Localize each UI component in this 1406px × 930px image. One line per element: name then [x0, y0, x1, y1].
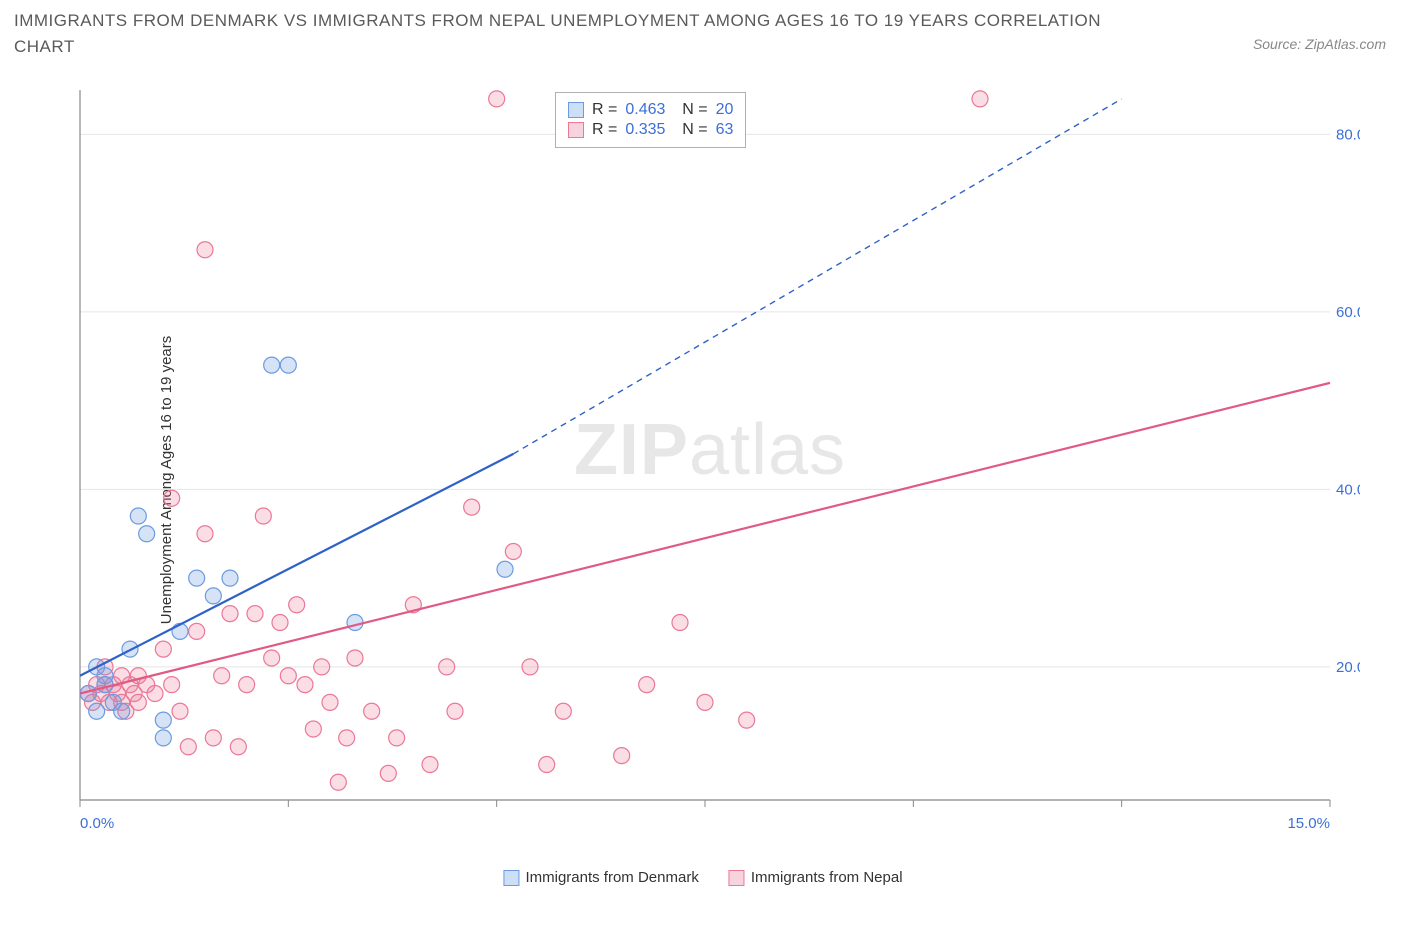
scatter-point [347, 650, 363, 666]
scatter-point [197, 526, 213, 542]
scatter-point [330, 774, 346, 790]
trend-line-denmark-dashed [513, 99, 1121, 454]
scatter-point [555, 703, 571, 719]
scatter-point [497, 561, 513, 577]
scatter-point [489, 91, 505, 107]
scatter-point [505, 544, 521, 560]
scatter-point [139, 526, 155, 542]
scatter-point [222, 606, 238, 622]
scatter-point [322, 694, 338, 710]
scatter-point [522, 659, 538, 675]
legend-n-value: 63 [716, 121, 734, 139]
scatter-point [247, 606, 263, 622]
scatter-point [614, 748, 630, 764]
legend-n-label: N = [673, 121, 707, 139]
scatter-point [130, 694, 146, 710]
scatter-point [114, 703, 130, 719]
scatter-point [739, 712, 755, 728]
scatter-point [280, 357, 296, 373]
scatter-point [130, 508, 146, 524]
scatter-point [164, 490, 180, 506]
scatter-point [264, 650, 280, 666]
scatter-point [264, 357, 280, 373]
scatter-point [697, 694, 713, 710]
scatter-point [197, 242, 213, 258]
trend-line-nepal [80, 383, 1330, 694]
legend-n-value: 20 [716, 101, 734, 119]
legend-n-label: N = [673, 101, 707, 119]
legend-r-value: 0.463 [625, 101, 665, 119]
scatter-point [364, 703, 380, 719]
scatter-point [305, 721, 321, 737]
legend-r-value: 0.335 [625, 121, 665, 139]
scatter-point [172, 703, 188, 719]
scatter-point [255, 508, 271, 524]
scatter-point [539, 757, 555, 773]
scatter-point [380, 765, 396, 781]
legend-swatch [568, 122, 584, 138]
scatter-point [205, 730, 221, 746]
legend-swatch [568, 102, 584, 118]
svg-text:0.0%: 0.0% [80, 815, 114, 832]
svg-text:20.0%: 20.0% [1336, 659, 1360, 676]
scatter-point [447, 703, 463, 719]
legend-row: R = 0.335 N = 63 [568, 121, 733, 139]
legend-swatch [729, 870, 745, 886]
svg-text:40.0%: 40.0% [1336, 481, 1360, 498]
scatter-point [189, 570, 205, 586]
scatter-point [239, 677, 255, 693]
legend-swatch [503, 870, 519, 886]
scatter-point [439, 659, 455, 675]
svg-text:80.0%: 80.0% [1336, 126, 1360, 143]
scatter-point [314, 659, 330, 675]
scatter-point [389, 730, 405, 746]
scatter-point [639, 677, 655, 693]
scatter-point [89, 703, 105, 719]
scatter-point [347, 615, 363, 631]
scatter-point [672, 615, 688, 631]
chart-title: IMMIGRANTS FROM DENMARK VS IMMIGRANTS FR… [14, 8, 1114, 59]
scatter-point [289, 597, 305, 613]
legend-row: R = 0.463 N = 20 [568, 101, 733, 119]
scatter-point [189, 623, 205, 639]
legend-r-label: R = [592, 101, 617, 119]
scatter-point [214, 668, 230, 684]
svg-text:15.0%: 15.0% [1287, 815, 1330, 832]
scatter-point [280, 668, 296, 684]
scatter-point [230, 739, 246, 755]
correlation-legend: R = 0.463 N = 20R = 0.335 N = 63 [555, 92, 746, 148]
source-attribution: Source: ZipAtlas.com [1253, 36, 1386, 52]
bottom-legend-label: Immigrants from Denmark [525, 869, 698, 886]
scatter-point [205, 588, 221, 604]
scatter-point [155, 712, 171, 728]
scatter-point [180, 739, 196, 755]
scatter-point [339, 730, 355, 746]
scatter-point [147, 686, 163, 702]
scatter-point [97, 668, 113, 684]
scatter-point [164, 677, 180, 693]
scatter-point [972, 91, 988, 107]
trend-line-denmark [80, 454, 513, 676]
scatter-point [422, 757, 438, 773]
chart-container: Unemployment Among Ages 16 to 19 years Z… [0, 70, 1406, 890]
scatter-plot-svg: 20.0% 40.0% 60.0% 80.0% 0.0% 15.0% [60, 80, 1360, 850]
svg-text:60.0%: 60.0% [1336, 304, 1360, 321]
scatter-point [222, 570, 238, 586]
plot-area: ZIPatlas 20.0%40.0%60.0%80.0%0.0%15.0% R… [60, 80, 1360, 850]
scatter-point [464, 499, 480, 515]
series-legend: Immigrants from Denmark Immigrants from N… [503, 869, 902, 886]
scatter-point [155, 730, 171, 746]
legend-r-label: R = [592, 121, 617, 139]
bottom-legend-label: Immigrants from Nepal [751, 869, 903, 886]
scatter-point [272, 615, 288, 631]
scatter-point [297, 677, 313, 693]
scatter-point [155, 641, 171, 657]
bottom-legend-item: Immigrants from Nepal [729, 869, 903, 886]
bottom-legend-item: Immigrants from Denmark [503, 869, 698, 886]
